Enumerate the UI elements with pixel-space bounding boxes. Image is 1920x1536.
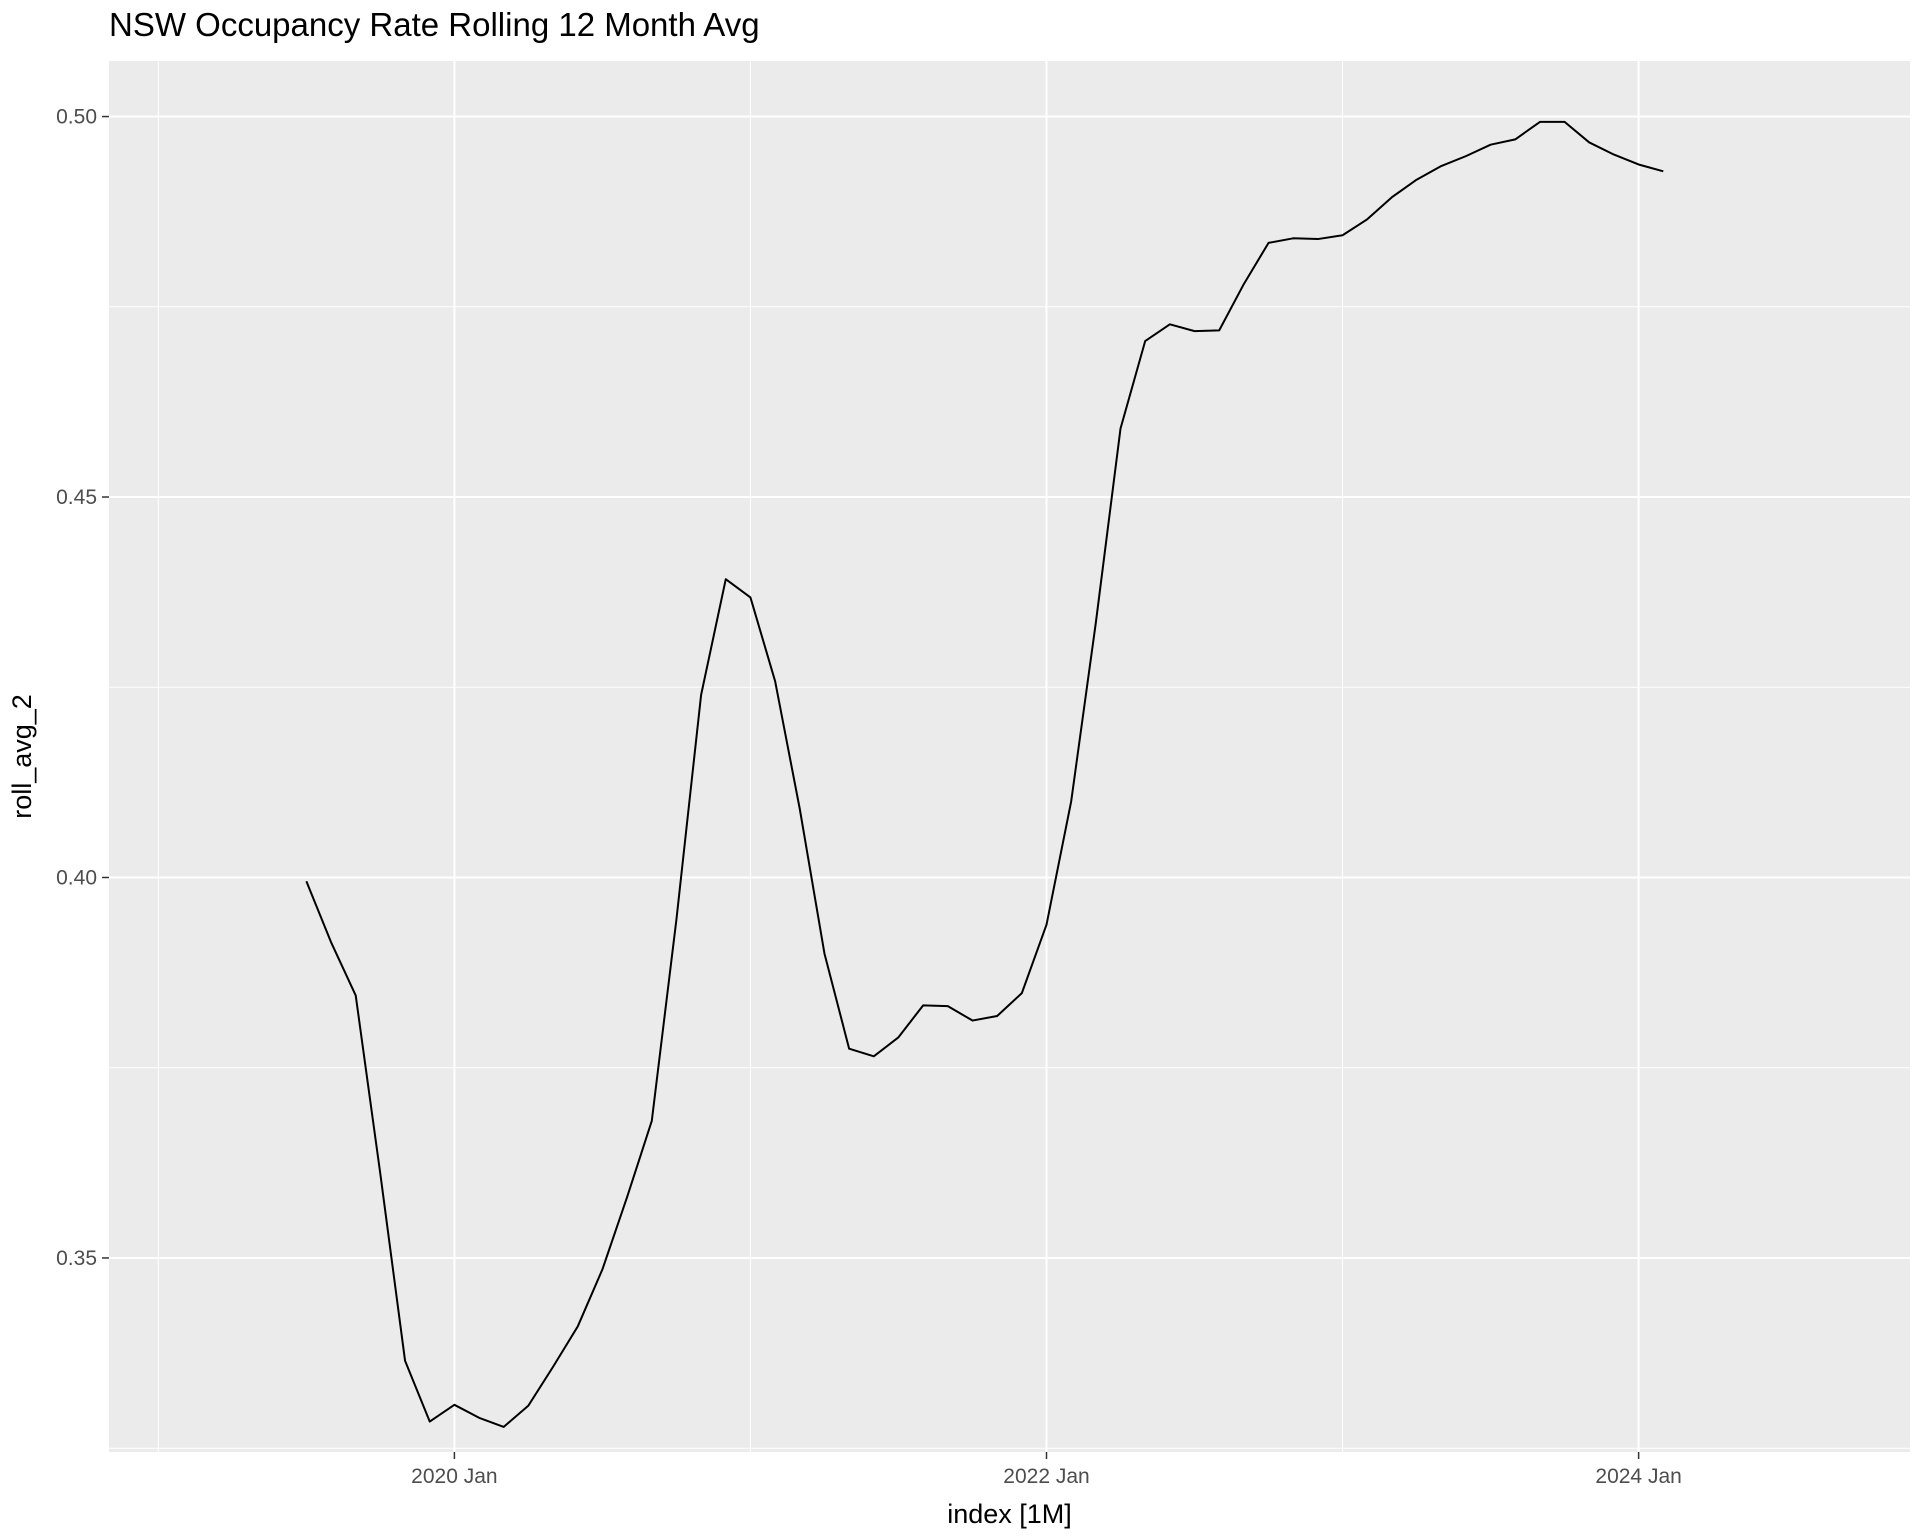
series-line-0 — [305, 120, 1664, 1428]
x-tick-label: 2022 Jan — [1003, 1465, 1089, 1488]
y-tick-label: 0.45 — [56, 486, 97, 509]
y-axis-title: roll_avg_2 — [7, 694, 37, 819]
x-axis-title: index [1M] — [947, 1499, 1072, 1529]
major-gridlines — [109, 61, 1910, 1452]
chart-title: NSW Occupancy Rate Rolling 12 Month Avg — [109, 6, 760, 43]
series-layer — [305, 120, 1664, 1428]
y-axis: 0.35 0.40 0.45 0.50 — [56, 106, 109, 1270]
y-tick-label: 0.50 — [56, 106, 97, 129]
y-tick-label: 0.40 — [56, 866, 97, 889]
y-tick-label: 0.35 — [56, 1247, 97, 1270]
x-axis: 2020 Jan 2022 Jan 2024 Jan — [411, 1452, 1682, 1488]
x-tick-label: 2020 Jan — [411, 1465, 497, 1488]
plot-panel — [109, 61, 1910, 1452]
minor-gridlines — [109, 61, 1910, 1452]
x-tick-label: 2024 Jan — [1595, 1465, 1681, 1488]
